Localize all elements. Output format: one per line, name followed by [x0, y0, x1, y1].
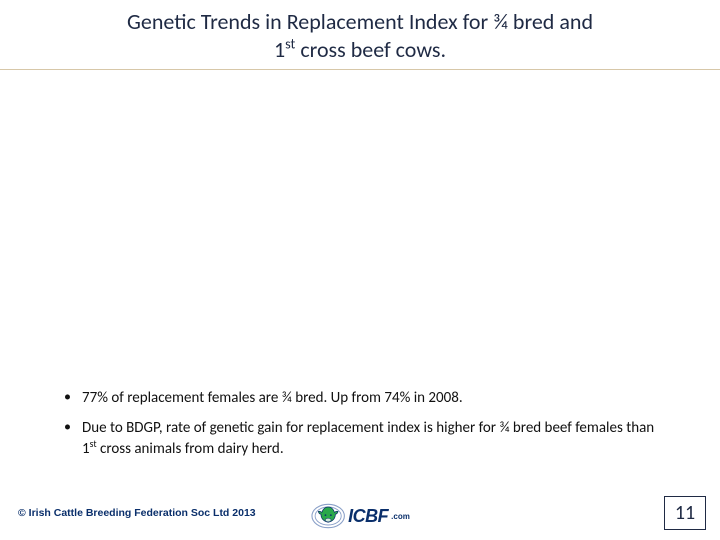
bullet-2-superscript: st: [90, 438, 97, 450]
slide-title: Genetic Trends in Replacement Index for …: [40, 8, 680, 63]
title-line-2-post: cross beef cows.: [295, 36, 446, 63]
title-line-1: Genetic Trends in Replacement Index for …: [127, 8, 593, 35]
bullet-1-text: 77% of replacement females are ¾ bred. U…: [82, 389, 463, 407]
logo-text: ICBF: [348, 506, 388, 527]
logo-mark-icon: [310, 498, 346, 534]
logo: ICBF.com: [310, 498, 410, 534]
slide: Genetic Trends in Replacement Index for …: [0, 0, 720, 540]
chart-placeholder: [60, 70, 660, 380]
list-item: Due to BDGP, rate of genetic gain for re…: [60, 418, 670, 459]
page-number: 11: [664, 496, 706, 530]
title-line-2-pre: 1: [274, 36, 285, 63]
title-superscript: st: [285, 34, 295, 52]
slide-footer: © Irish Cattle Breeding Federation Soc L…: [0, 485, 720, 540]
bullet-list: 77% of replacement females are ¾ bred. U…: [60, 388, 670, 469]
bullet-2-post: cross animals from dairy herd.: [97, 440, 284, 458]
logo-suffix: .com: [391, 512, 410, 521]
list-item: 77% of replacement females are ¾ bred. U…: [60, 388, 670, 408]
title-container: Genetic Trends in Replacement Index for …: [0, 0, 720, 70]
copyright-text: © Irish Cattle Breeding Federation Soc L…: [18, 507, 256, 519]
